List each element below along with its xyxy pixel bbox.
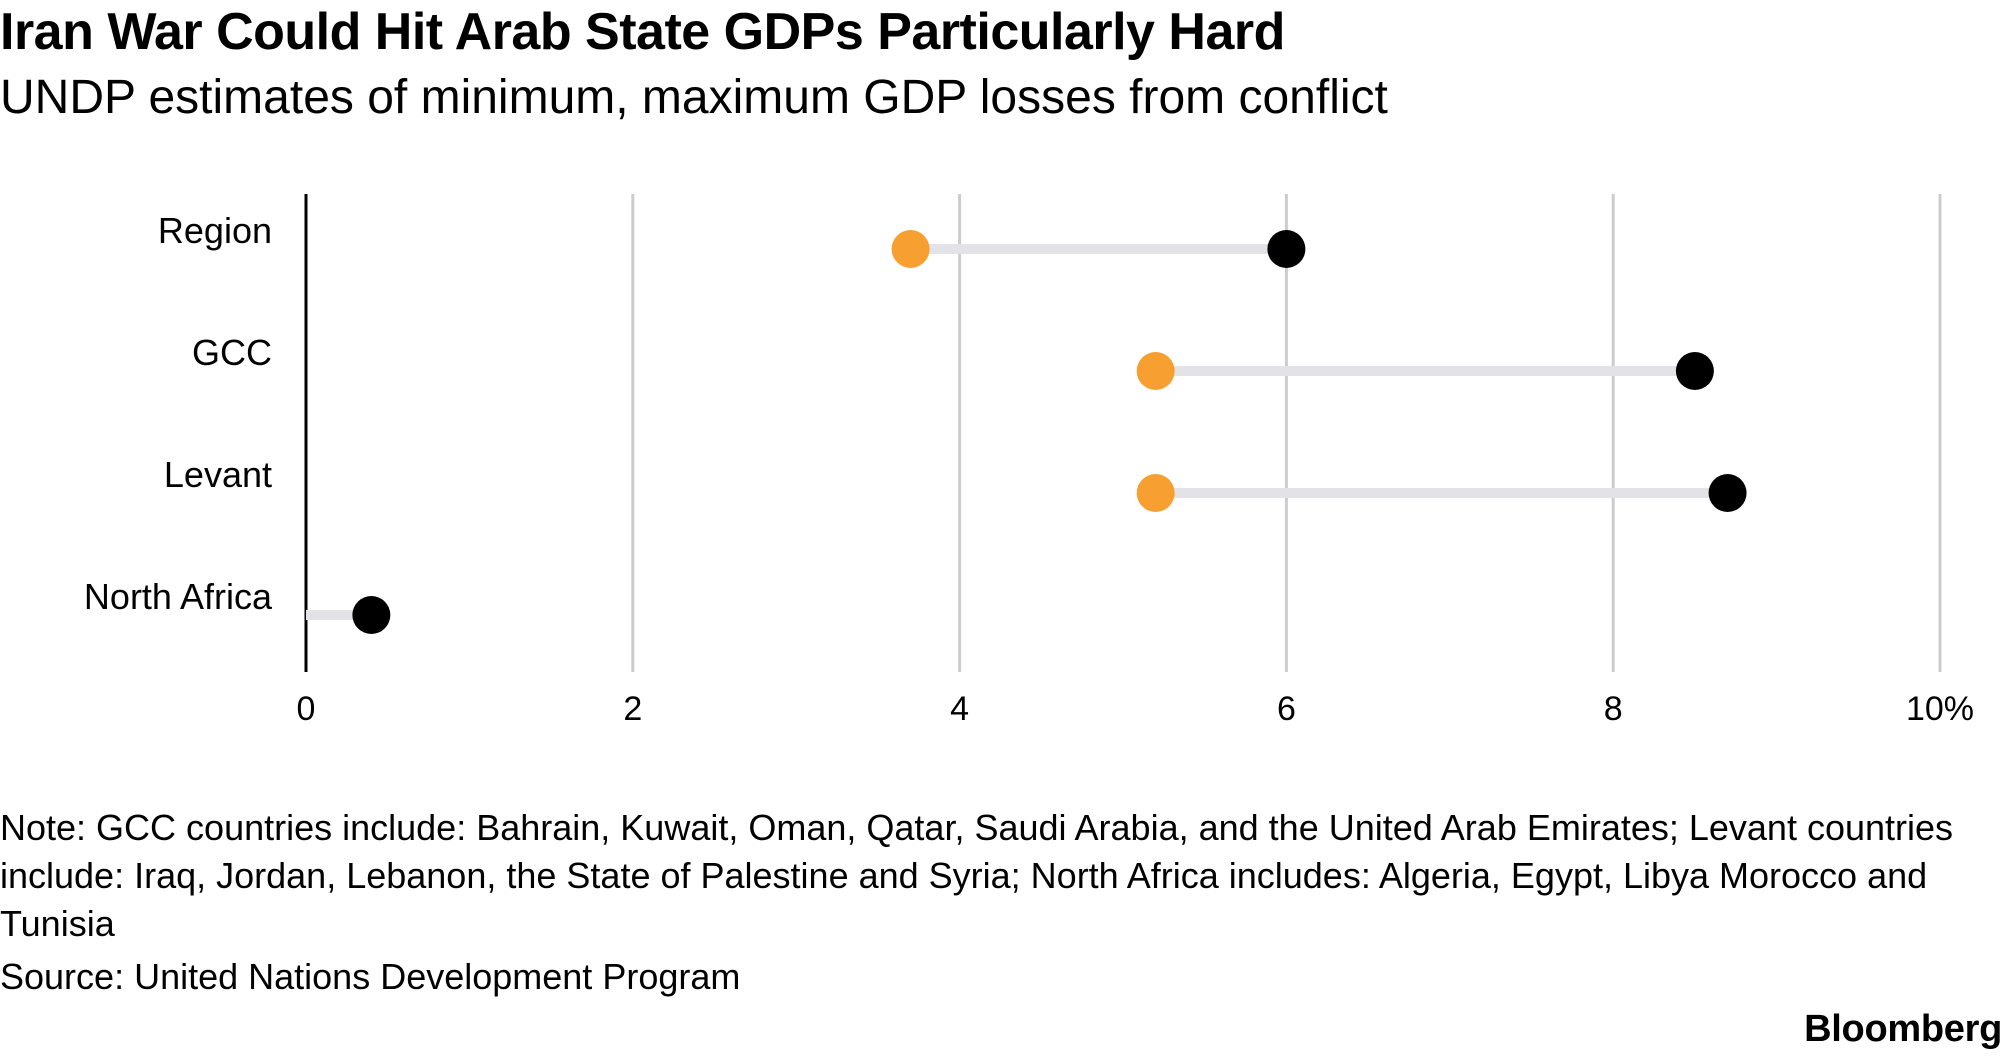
chart-subtitle: UNDP estimates of minimum, maximum GDP l… [0,71,1388,124]
x-tick-label: 4 [950,690,969,728]
max-point [352,596,391,634]
footnote: Note: GCC countries include: Bahrain, Ku… [0,807,1954,944]
chart-title: Iran War Could Hit Arab State GDPs Parti… [0,3,1285,61]
connectors [306,244,1728,620]
min-point [891,230,930,268]
x-tick-label: 10% [1906,690,1974,728]
data-points [352,230,1747,634]
x-tick-label: 2 [623,690,642,728]
max-point [1708,474,1747,512]
x-tick-label: 6 [1277,690,1296,728]
max-point [1675,352,1714,390]
x-tick-label: 0 [297,690,316,728]
source-line: Source: United Nations Development Progr… [0,956,741,997]
category-label: Region [158,210,272,251]
bloomberg-logo: Bloomberg [1804,1008,2002,1050]
min-point [1136,474,1175,512]
max-point [1267,230,1306,268]
category-label: GCC [192,332,272,373]
category-label: Levant [164,454,272,495]
dumbbell-chart: 0 2 4 6 8 10% Region GCC Levant North Africa [84,194,1974,728]
min-point [1136,352,1175,390]
gridlines [304,194,1942,672]
x-tick-label: 8 [1604,690,1623,728]
labels: 0 2 4 6 8 10% Region GCC Levant North Africa [84,210,1974,728]
category-label: North Africa [84,576,273,617]
